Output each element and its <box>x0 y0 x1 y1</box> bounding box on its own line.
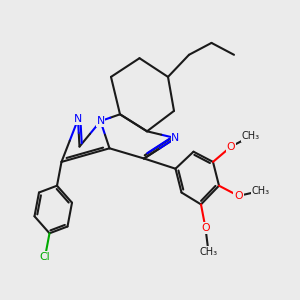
Text: Cl: Cl <box>40 252 50 262</box>
Text: O: O <box>234 191 243 201</box>
Text: N: N <box>171 133 180 143</box>
Text: N: N <box>96 116 105 126</box>
Text: CH₃: CH₃ <box>242 131 260 141</box>
Text: O: O <box>201 223 210 233</box>
Text: CH₃: CH₃ <box>252 186 270 196</box>
Text: O: O <box>227 142 235 152</box>
Text: N: N <box>74 114 82 124</box>
Text: CH₃: CH₃ <box>200 247 217 257</box>
